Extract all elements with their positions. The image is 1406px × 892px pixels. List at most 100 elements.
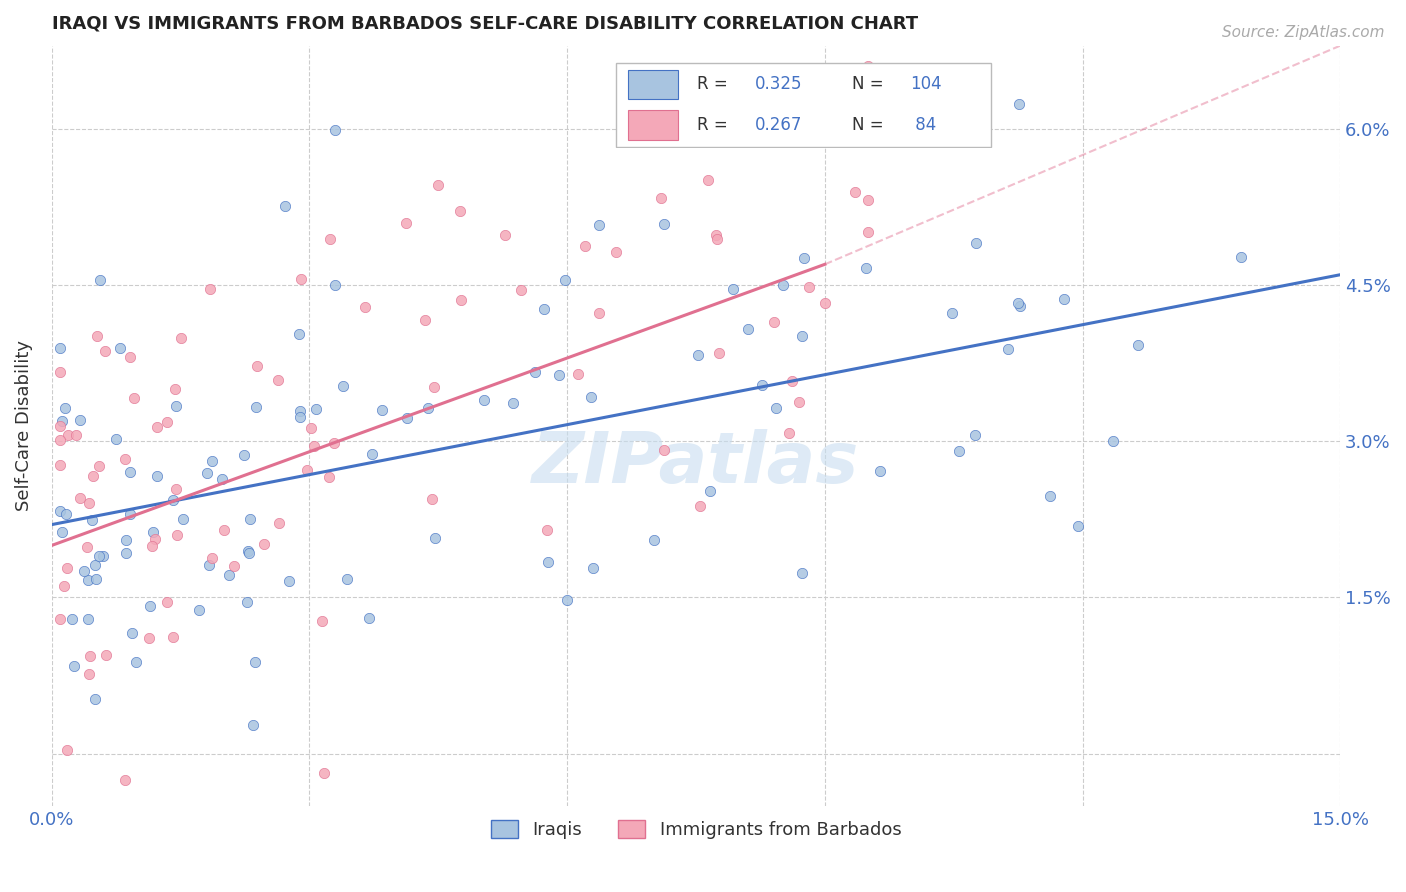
Point <box>115 546 138 560</box>
Point <box>855 261 877 276</box>
Point <box>238 545 260 559</box>
Point <box>797 279 820 293</box>
Point <box>198 282 221 296</box>
Point <box>89 273 111 287</box>
Point <box>361 447 384 461</box>
Point <box>288 326 311 341</box>
Point <box>79 649 101 664</box>
Point <box>118 351 141 365</box>
Point <box>353 300 375 314</box>
Point <box>51 414 73 428</box>
Point <box>87 549 110 563</box>
Point <box>423 380 446 394</box>
Point <box>170 331 193 345</box>
Point <box>319 232 342 246</box>
Point <box>510 283 533 297</box>
Point <box>274 199 297 213</box>
Point <box>1007 295 1029 310</box>
Point <box>450 204 472 219</box>
Point <box>305 402 328 417</box>
Point <box>494 228 516 243</box>
Text: ZIPatlas: ZIPatlas <box>533 429 859 499</box>
Point <box>267 516 290 531</box>
Point <box>1126 337 1149 351</box>
Point <box>187 603 209 617</box>
Point <box>790 566 813 580</box>
Point <box>793 251 815 265</box>
Point <box>547 368 569 382</box>
Point <box>963 427 986 442</box>
Point <box>141 525 163 540</box>
Point <box>336 572 359 586</box>
Point <box>311 614 333 628</box>
Point <box>869 120 891 134</box>
Point <box>844 186 866 200</box>
Point <box>121 625 143 640</box>
Point <box>233 448 256 462</box>
Point <box>450 293 472 307</box>
Point <box>49 612 72 626</box>
Point <box>948 443 970 458</box>
Point <box>1053 292 1076 306</box>
Point <box>790 329 813 343</box>
Point <box>689 500 711 514</box>
Point <box>588 218 610 232</box>
Point <box>200 454 222 468</box>
Point <box>49 433 72 447</box>
Point <box>236 594 259 608</box>
Point <box>704 227 727 242</box>
Point <box>114 772 136 787</box>
Point <box>89 459 111 474</box>
Point <box>707 346 730 360</box>
Point <box>418 401 440 416</box>
Point <box>965 235 987 250</box>
Point <box>77 496 100 510</box>
Point <box>49 504 72 518</box>
Point <box>56 742 79 756</box>
Point <box>524 365 547 379</box>
Point <box>166 528 188 542</box>
Point <box>138 599 160 613</box>
Point <box>53 579 76 593</box>
Legend: Iraqis, Immigrants from Barbados: Iraqis, Immigrants from Barbados <box>484 813 908 847</box>
Point <box>118 507 141 521</box>
Point <box>643 533 665 548</box>
Point <box>787 395 810 409</box>
Point <box>162 493 184 508</box>
Point <box>778 425 800 440</box>
Point <box>125 655 148 669</box>
Point <box>224 558 246 573</box>
Text: Source: ZipAtlas.com: Source: ZipAtlas.com <box>1222 25 1385 40</box>
Point <box>138 631 160 645</box>
Point <box>581 390 603 404</box>
Point <box>318 470 340 484</box>
Point <box>357 610 380 624</box>
Point <box>1007 97 1029 112</box>
Point <box>762 315 785 329</box>
Point <box>96 648 118 662</box>
Point <box>605 245 627 260</box>
Point <box>1067 519 1090 533</box>
Point <box>536 523 558 537</box>
Point <box>395 411 418 425</box>
Point <box>780 374 803 388</box>
Point <box>49 418 72 433</box>
Point <box>146 420 169 434</box>
Point <box>53 401 76 415</box>
Point <box>737 322 759 336</box>
Point <box>555 592 578 607</box>
Point <box>582 561 605 575</box>
Point <box>253 537 276 551</box>
Point <box>65 428 87 442</box>
Point <box>83 558 105 573</box>
Point <box>60 611 83 625</box>
Point <box>323 278 346 293</box>
Point <box>49 341 72 355</box>
Point <box>302 439 325 453</box>
Point <box>239 512 262 526</box>
Point <box>679 86 702 100</box>
Point <box>295 462 318 476</box>
Point <box>652 217 675 231</box>
Point <box>288 410 311 425</box>
Y-axis label: Self-Care Disability: Self-Care Disability <box>15 340 32 511</box>
